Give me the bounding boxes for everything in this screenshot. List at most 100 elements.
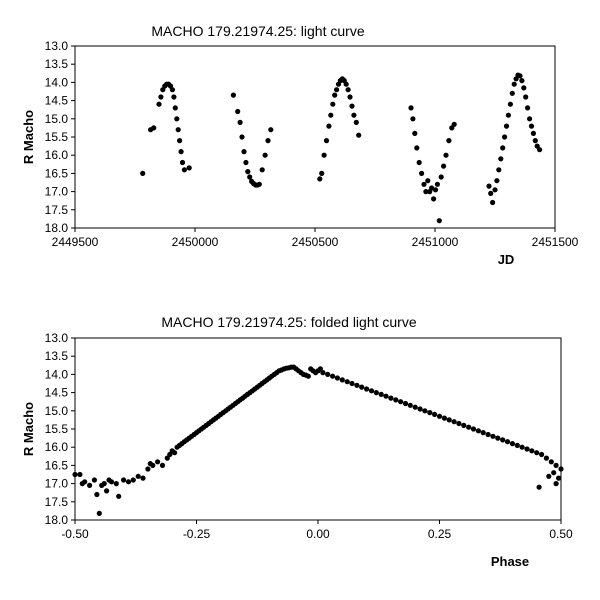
data-point: [256, 181, 262, 187]
data-point: [434, 181, 440, 187]
data-point: [259, 167, 265, 173]
data-point: [451, 121, 457, 127]
plot-area: [74, 337, 562, 521]
data-point: [158, 94, 164, 100]
x-axis-label: JD: [498, 252, 515, 267]
data-point: [441, 415, 447, 421]
data-point: [140, 170, 146, 176]
data-point: [494, 178, 500, 184]
data-point: [530, 130, 537, 136]
data-point: [551, 470, 557, 476]
data-point: [135, 473, 141, 479]
data-point: [485, 431, 491, 438]
data-point: [432, 411, 438, 417]
data-point: [230, 92, 236, 98]
data-point: [408, 105, 414, 111]
y-tick-label: 15.5: [45, 422, 69, 436]
data-point: [243, 159, 249, 166]
data-point: [241, 149, 247, 155]
data-point: [431, 196, 437, 202]
y-tick-label: 18.0: [45, 513, 69, 527]
x-tick-label: 2450000: [172, 235, 219, 249]
data-point: [519, 444, 525, 450]
data-point: [429, 185, 435, 191]
data-point: [247, 174, 253, 180]
data-point: [451, 419, 457, 425]
y-tick-label: 13.0: [45, 39, 69, 53]
data-point: [145, 466, 151, 472]
y-tick-label: 16.5: [45, 458, 69, 472]
data-point: [305, 373, 311, 379]
data-point: [505, 112, 511, 118]
data-point: [155, 459, 161, 465]
x-tick-label: 0.25: [428, 527, 452, 541]
data-point: [521, 85, 527, 91]
data-point: [156, 101, 162, 107]
data-point: [353, 119, 359, 125]
data-point: [425, 178, 431, 184]
data-point: [410, 116, 416, 122]
data-point: [323, 138, 330, 144]
light-curve-chart: MACHO 179.21974.25: light curve 13.0 13.5…: [21, 23, 579, 267]
data-point: [524, 446, 530, 452]
data-point: [553, 481, 559, 487]
data-point: [171, 94, 177, 100]
x-tick-label: -0.50: [61, 527, 89, 541]
data-point: [436, 218, 442, 224]
data-points: [140, 72, 543, 224]
data-point: [116, 493, 122, 499]
data-point: [496, 167, 502, 173]
data-point: [178, 149, 184, 155]
y-axis-label: R Macho: [21, 110, 36, 164]
data-point: [419, 170, 425, 176]
data-point: [87, 482, 93, 488]
x-tick-label: 0.50: [549, 527, 573, 541]
data-point: [167, 451, 173, 458]
data-point: [181, 167, 187, 173]
data-point: [502, 134, 508, 140]
data-point: [470, 426, 477, 432]
axis-ticks: 13.0 13.5 14.0 14.5 15.0 15.5 16.0 16.5 17.0 17.5…: [45, 39, 579, 249]
data-point: [317, 176, 323, 182]
data-point: [536, 484, 542, 490]
x-tick-label: 2449500: [52, 235, 99, 249]
data-point: [177, 138, 183, 144]
data-point: [443, 152, 449, 158]
data-point: [509, 441, 515, 447]
data-point: [150, 462, 156, 468]
data-point: [108, 479, 115, 485]
data-point: [334, 375, 340, 381]
data-point: [486, 183, 492, 189]
x-tick-label: -0.25: [183, 527, 211, 541]
x-axis-label: Phase: [491, 554, 529, 569]
data-point: [543, 455, 550, 461]
data-point: [412, 130, 418, 136]
data-point: [480, 430, 486, 436]
data-point: [402, 400, 409, 407]
data-point: [328, 112, 334, 118]
data-point: [174, 116, 180, 122]
data-point: [383, 393, 389, 399]
chart-title: MACHO 179.21974.25: folded light curve: [161, 314, 416, 330]
axis-ticks: 13.0 13.5 14.0 14.5 15.0 15.5 16.0 16.5 17.0 17.5…: [45, 331, 573, 541]
data-point: [378, 391, 384, 397]
data-point: [239, 134, 245, 140]
chart-title: MACHO 179.21974.25: light curve: [151, 23, 364, 39]
data-point: [422, 408, 428, 414]
data-point: [321, 152, 327, 158]
data-point: [319, 170, 325, 176]
data-point: [237, 119, 243, 125]
y-tick-label: 14.5: [45, 94, 69, 108]
data-point: [441, 163, 447, 169]
y-tick-label: 17.5: [45, 203, 69, 217]
data-point: [475, 428, 481, 434]
data-point: [393, 397, 399, 403]
data-point: [364, 386, 370, 392]
data-point: [245, 169, 251, 175]
x-tick-label: 2451500: [532, 235, 579, 249]
y-tick-label: 13.5: [45, 57, 69, 71]
data-point: [490, 433, 496, 439]
data-point: [446, 417, 452, 423]
data-point: [345, 87, 351, 93]
data-point: [349, 103, 355, 109]
